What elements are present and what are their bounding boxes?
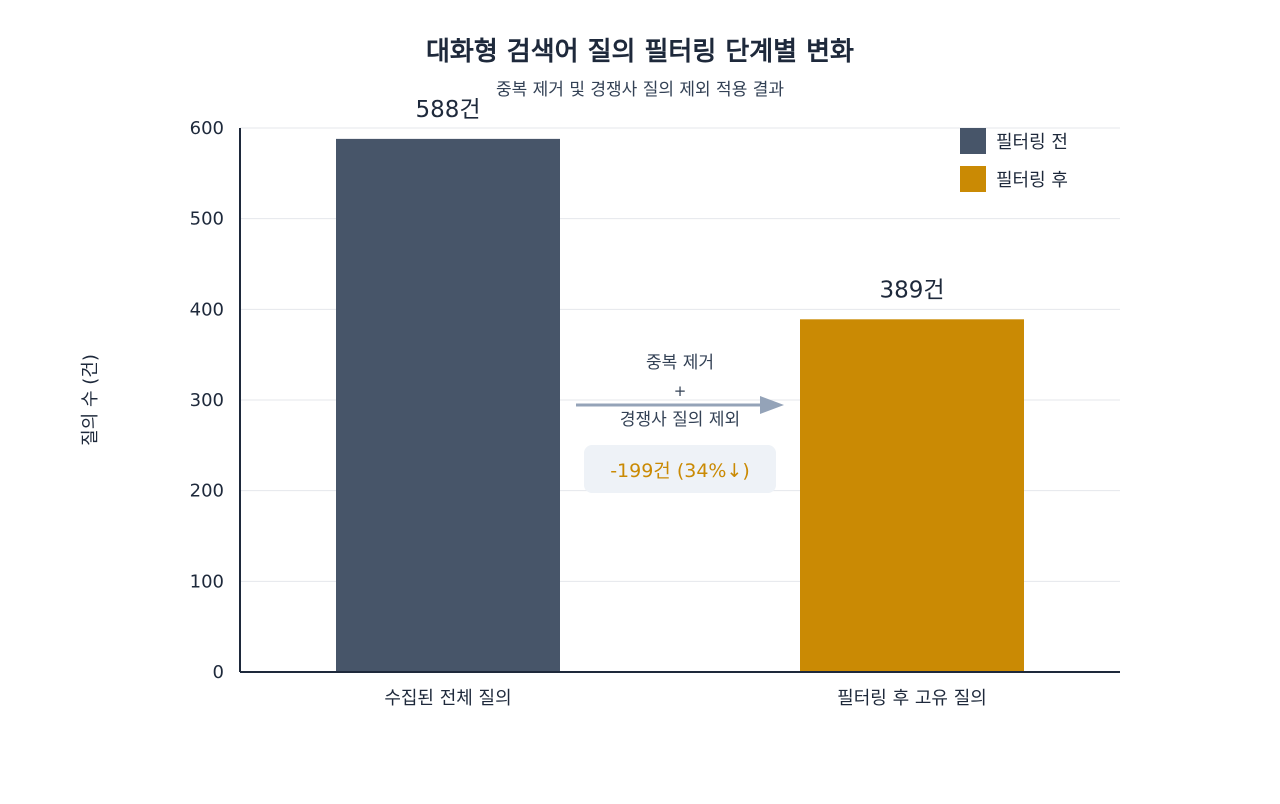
value-labels: 588건 389건 (415, 97, 944, 303)
value-label: 588건 (415, 97, 480, 123)
annotation-arrow-head (760, 396, 784, 414)
bar-after (800, 319, 1024, 672)
y-tick-labels: 0 100 200 300 400 500 600 (190, 118, 224, 683)
y-tick-label: 100 (190, 571, 224, 592)
y-axis-label: 질의 수 (건) (80, 354, 101, 446)
annotation-line-3: 경쟁사 질의 제외 (620, 410, 740, 430)
legend-label-after: 필터링 후 (996, 170, 1068, 191)
legend-label-before: 필터링 전 (996, 132, 1068, 153)
chart-subtitle: 중복 제거 및 경쟁사 질의 제외 적용 결과 (496, 80, 784, 100)
y-tick-label: 0 (213, 662, 224, 683)
bars-layer (336, 138, 1024, 672)
y-tick-label: 500 (190, 209, 224, 230)
y-tick-label: 200 (190, 481, 224, 502)
y-tick-label: 300 (190, 390, 224, 411)
change-badge-text: -199건 (34%↓) (610, 460, 750, 482)
chart-title: 대화형 검색어 질의 필터링 단계별 변화 (426, 37, 854, 67)
legend-swatch-after (960, 166, 986, 192)
change-badge (584, 445, 776, 493)
x-category-label: 필터링 후 고유 질의 (837, 688, 987, 709)
y-tick-label: 400 (190, 299, 224, 320)
annotation-line-2: + (674, 382, 687, 400)
legend: 필터링 전 필터링 후 (960, 128, 1068, 192)
x-category-labels: 수집된 전체 질의 필터링 후 고유 질의 (384, 688, 987, 709)
x-category-label: 수집된 전체 질의 (384, 688, 511, 709)
legend-swatch-before (960, 128, 986, 154)
annotation-line-1: 중복 제거 (646, 353, 714, 373)
y-tick-label: 600 (190, 118, 224, 139)
change-annotation: 중복 제거 + 경쟁사 질의 제외 -199건 (34%↓) (576, 353, 784, 493)
value-label: 389건 (879, 277, 944, 303)
bar-before (336, 138, 560, 672)
